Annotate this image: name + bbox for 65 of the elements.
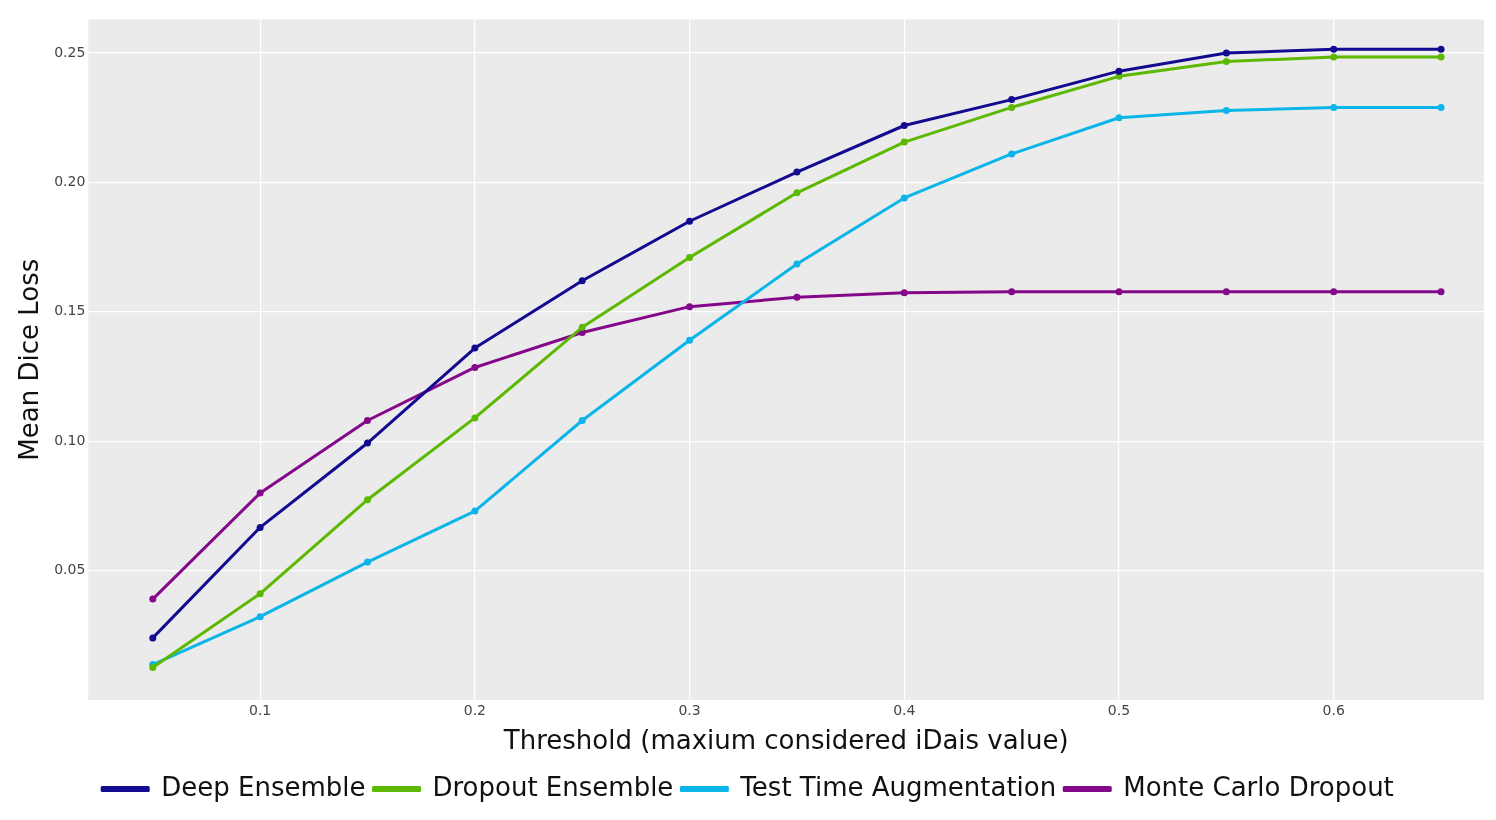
point — [1330, 103, 1338, 111]
point — [1222, 49, 1230, 57]
x-tick-label: 0.1 — [249, 702, 272, 719]
point — [793, 189, 801, 197]
y-tick-label: 0.05 — [54, 561, 86, 578]
point — [1115, 114, 1123, 122]
x-tick-label: 0.3 — [678, 702, 701, 719]
legend-label: Test Time Augmentation — [739, 771, 1057, 802]
point — [793, 260, 801, 268]
x-axis-title: Threshold (maxium considered iDais value) — [502, 725, 1069, 756]
point — [471, 414, 479, 422]
point — [1437, 45, 1445, 53]
point — [1008, 288, 1016, 296]
point — [1330, 45, 1338, 53]
point — [364, 496, 371, 504]
legend-label: Deep Ensemble — [161, 771, 366, 802]
point — [149, 595, 157, 603]
point — [256, 489, 264, 497]
point — [793, 293, 801, 301]
legend-label: Monte Carlo Dropout — [1123, 771, 1394, 802]
point — [578, 417, 586, 425]
point — [471, 507, 479, 515]
x-tick-label: 0.4 — [893, 702, 916, 719]
point — [471, 363, 479, 371]
point — [1437, 288, 1445, 296]
point — [1008, 150, 1016, 158]
point — [256, 590, 264, 598]
point — [686, 217, 694, 225]
point — [364, 558, 371, 566]
point — [1330, 53, 1338, 61]
point — [1008, 103, 1016, 111]
point — [471, 344, 479, 352]
point — [686, 336, 694, 344]
point — [1222, 58, 1230, 66]
point — [1330, 288, 1338, 296]
point — [1222, 106, 1230, 114]
point — [793, 168, 801, 176]
x-tick-label: 0.5 — [1107, 702, 1131, 719]
point — [1115, 288, 1123, 296]
point — [256, 523, 264, 531]
point — [1437, 103, 1445, 111]
x-tick-label: 0.6 — [1322, 702, 1345, 719]
point — [900, 194, 908, 202]
point — [256, 613, 264, 621]
point — [1222, 288, 1230, 296]
point — [1008, 96, 1016, 104]
point — [686, 303, 694, 311]
point — [364, 439, 371, 447]
point — [364, 417, 371, 425]
point — [900, 122, 908, 129]
y-tick-label: 0.25 — [54, 43, 86, 60]
point — [900, 138, 908, 146]
point — [578, 277, 586, 285]
y-tick-label: 0.20 — [54, 173, 86, 190]
point — [686, 253, 694, 261]
x-tick-label: 0.2 — [463, 702, 486, 719]
point — [1437, 53, 1445, 61]
y-tick-label: 0.10 — [54, 431, 86, 448]
legend-label: Dropout Ensemble — [432, 771, 674, 802]
y-axis-title: Mean Dice Loss — [14, 258, 45, 461]
y-tick-label: 0.15 — [54, 302, 86, 319]
point — [578, 323, 586, 331]
point — [149, 634, 157, 642]
point — [900, 289, 908, 297]
point — [1115, 67, 1123, 75]
